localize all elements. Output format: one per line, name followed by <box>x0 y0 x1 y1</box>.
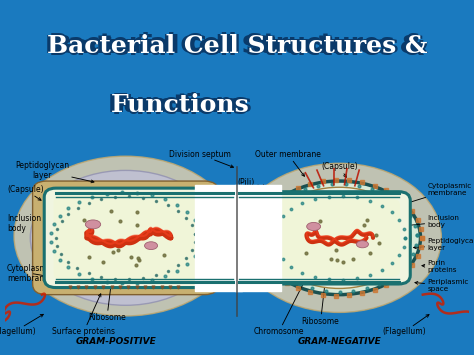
FancyBboxPatch shape <box>44 188 207 288</box>
Text: GRAM-POSITIVE: GRAM-POSITIVE <box>76 337 156 346</box>
Text: Functions: Functions <box>116 93 252 117</box>
Text: Porin
proteins: Porin proteins <box>422 260 457 273</box>
FancyBboxPatch shape <box>278 199 400 277</box>
Text: Periplasmic
space: Periplasmic space <box>415 279 469 292</box>
Text: Division septum: Division septum <box>169 150 234 168</box>
Text: Bacterial Cell Structures &: Bacterial Cell Structures & <box>53 34 429 58</box>
Text: Surface proteins: Surface proteins <box>52 294 115 337</box>
Ellipse shape <box>267 187 411 288</box>
Ellipse shape <box>85 220 100 229</box>
FancyBboxPatch shape <box>33 181 219 295</box>
Text: Functions: Functions <box>108 93 245 117</box>
Ellipse shape <box>307 222 320 231</box>
Text: Functions: Functions <box>112 95 248 119</box>
Text: Functions: Functions <box>111 93 249 117</box>
Text: (Capsule): (Capsule) <box>321 162 357 177</box>
Ellipse shape <box>145 242 157 250</box>
Text: Bacterial Cell Structures &: Bacterial Cell Structures & <box>46 34 428 58</box>
Text: (Flagellum): (Flagellum) <box>0 314 43 337</box>
Text: Cytoplasmic
membrane: Cytoplasmic membrane <box>7 264 54 283</box>
Text: Bacterial Cell Structures &: Bacterial Cell Structures & <box>49 32 425 56</box>
FancyBboxPatch shape <box>268 192 410 284</box>
Text: Bacterial Cell Structures &: Bacterial Cell Structures & <box>49 36 425 60</box>
Text: Cytoplasmic
membrane: Cytoplasmic membrane <box>404 184 472 204</box>
Text: (Capsule): (Capsule) <box>7 185 44 200</box>
Text: (Flagellum): (Flagellum) <box>383 315 429 337</box>
Text: GRAM-NEGATIVE: GRAM-NEGATIVE <box>297 337 381 346</box>
Ellipse shape <box>237 163 441 312</box>
Text: Outer membrane: Outer membrane <box>255 150 321 176</box>
Text: Chromosome: Chromosome <box>254 280 305 337</box>
FancyBboxPatch shape <box>54 195 198 280</box>
Ellipse shape <box>356 241 368 248</box>
Text: Ribosome: Ribosome <box>88 284 126 322</box>
Text: Ribosome: Ribosome <box>302 284 339 326</box>
Text: (Pili): (Pili) <box>237 178 266 187</box>
Ellipse shape <box>14 156 237 316</box>
Text: Functions: Functions <box>112 92 248 115</box>
Ellipse shape <box>258 181 420 295</box>
Text: Inclusion
body: Inclusion body <box>7 214 71 233</box>
Text: Peptidoglycan
layer: Peptidoglycan layer <box>15 161 94 183</box>
Text: Bacterial Cell Structures &: Bacterial Cell Structures & <box>45 34 421 58</box>
Text: Peptidoglycan
layer: Peptidoglycan layer <box>414 239 474 251</box>
Ellipse shape <box>30 170 221 305</box>
Text: Inclusion
body: Inclusion body <box>401 215 459 228</box>
